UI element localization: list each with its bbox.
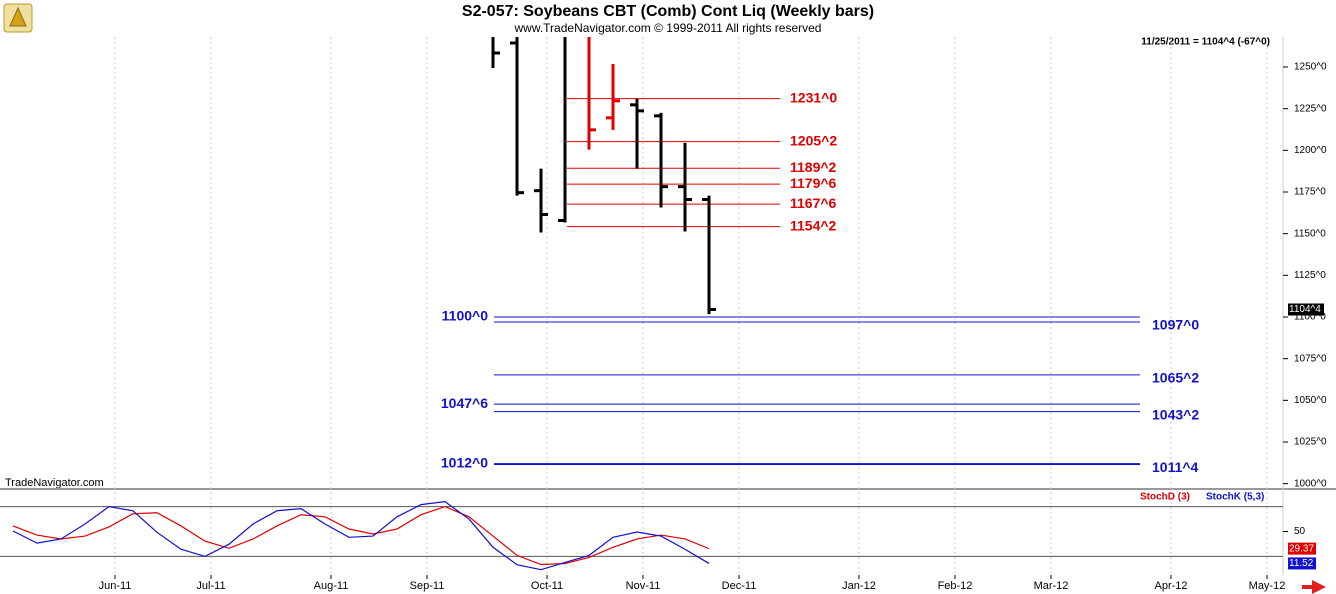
y-tick-label: 1000^0 <box>1294 478 1327 489</box>
stoch-line <box>12 505 710 566</box>
x-tick-label: May-12 <box>1249 580 1286 592</box>
y-tick-label: 1150^0 <box>1294 228 1326 239</box>
y-tick-label: 1250^0 <box>1294 62 1327 73</box>
x-tick-label: Oct-11 <box>531 580 563 592</box>
level-label: 1231^0 <box>790 89 837 105</box>
x-tick-label: Apr-12 <box>1154 580 1187 592</box>
logo <box>3 3 33 33</box>
x-tick-label: Sep-11 <box>410 580 445 592</box>
x-tick-label: Feb-12 <box>938 580 973 592</box>
x-tick-label: Jul-11 <box>196 580 225 592</box>
watermark: TradeNavigator.com <box>5 477 104 489</box>
level-label: 1043^2 <box>1152 406 1199 422</box>
last-value-box <box>1288 557 1316 570</box>
level-label: 1205^2 <box>790 132 837 148</box>
level-label: 1065^2 <box>1152 370 1199 386</box>
level-label: 1189^2 <box>790 159 837 175</box>
price-info: 11/25/2011 = 1104^4 (-67^0) <box>1141 37 1270 48</box>
x-tick-label: Jan-12 <box>842 580 876 592</box>
x-tick-label: Dec-11 <box>722 580 757 592</box>
last-value-box <box>1288 542 1316 555</box>
scroll-arrow[interactable] <box>1302 580 1326 594</box>
last-price-label: 1104^4 <box>1289 304 1321 315</box>
y-tick-label: 50 <box>1294 526 1306 537</box>
y-tick-label: 1025^0 <box>1294 437 1327 448</box>
chart-subtitle: www.TradeNavigator.com © 1999-2011 All r… <box>514 21 822 35</box>
x-tick-label: Nov-11 <box>626 580 661 592</box>
y-tick-label: 1200^0 <box>1294 145 1327 156</box>
last-value-label: 11.52 <box>1289 558 1314 569</box>
level-label: 1012^0 <box>441 454 488 470</box>
x-tick-label: Jun-11 <box>99 580 132 592</box>
level-label: 1047^6 <box>441 395 488 411</box>
level-label: 1154^2 <box>790 217 837 233</box>
chart-title: S2-057: Soybeans CBT (Comb) Cont Liq (We… <box>462 3 874 20</box>
x-tick-label: Mar-12 <box>1034 580 1069 592</box>
level-label: 1100^0 <box>442 308 489 324</box>
level-label: 1011^4 <box>1152 459 1199 475</box>
legend-label: StochD (3) <box>1140 492 1190 503</box>
level-label: 1097^0 <box>1152 317 1199 333</box>
last-price-box <box>1288 303 1324 316</box>
x-tick-label: Aug-11 <box>314 580 349 592</box>
y-tick-label: 1100^0 <box>1294 312 1326 323</box>
last-value-label: 29.37 <box>1289 543 1314 554</box>
y-tick-label: 1225^0 <box>1294 103 1327 114</box>
stoch-line <box>12 500 710 571</box>
y-tick-label: 1175^0 <box>1294 187 1326 198</box>
legend-label: StochK (5,3) <box>1206 492 1264 503</box>
y-tick-label: 1050^0 <box>1294 395 1327 406</box>
y-tick-label: 1125^0 <box>1294 270 1326 281</box>
level-label: 1167^6 <box>790 195 837 211</box>
level-label: 1179^6 <box>790 175 837 191</box>
price-plot <box>491 37 1140 465</box>
y-tick-label: 1075^0 <box>1294 353 1327 364</box>
